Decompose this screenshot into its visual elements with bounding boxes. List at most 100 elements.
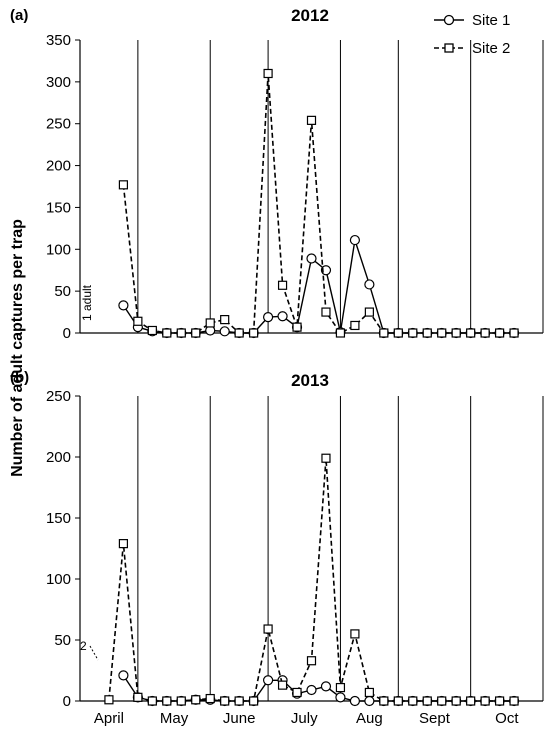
panel-a-letter: (a) — [10, 7, 28, 24]
series-2-point — [306, 656, 317, 666]
series-1-point — [306, 684, 317, 696]
series-2-point — [133, 316, 143, 326]
series-2-point — [263, 68, 273, 79]
panel-a: (a) 2012 0 50 100 150 200 250 300 350 1 adult — [10, 6, 544, 342]
series-2-point — [451, 696, 461, 706]
panel-b-annotation: 2 — [80, 639, 87, 653]
series-2-point — [277, 280, 288, 290]
annotation-leader — [89, 645, 99, 661]
legend-site1-marker — [443, 14, 455, 26]
series-2-point — [205, 318, 215, 328]
month-label-may: May — [160, 710, 189, 727]
series-2-point — [350, 629, 360, 639]
series-2-point — [234, 696, 244, 706]
series-2-point — [509, 696, 519, 706]
series-1-point — [349, 695, 361, 707]
series-2-point — [350, 320, 360, 331]
y-tick-label: 300 — [46, 74, 71, 91]
series-2-point — [494, 696, 505, 706]
y-tick-label: 50 — [54, 632, 71, 649]
series-2-point — [277, 680, 288, 690]
series-2-point — [480, 328, 490, 338]
legend-site1-label: Site 1 — [472, 12, 510, 29]
series-2-point — [393, 328, 403, 338]
series-2-point — [191, 328, 201, 338]
series-2-point — [162, 328, 172, 338]
series-1-point — [219, 326, 230, 337]
legend-site2-label: Site 2 — [472, 40, 510, 57]
series-2-point — [147, 696, 157, 706]
series-2-point — [249, 328, 259, 338]
series-line-2 — [122, 73, 515, 335]
series-2-point — [220, 696, 230, 706]
series-2-point — [292, 322, 302, 332]
series-2-point — [437, 328, 447, 338]
month-label-april: April — [94, 710, 124, 727]
panel-a-title: 2012 — [291, 6, 329, 25]
series-2-point — [306, 115, 317, 125]
y-tick-label: 100 — [46, 241, 71, 258]
series-line-1 — [122, 239, 515, 334]
series-2-point — [205, 693, 215, 704]
series-2-point — [263, 624, 273, 634]
series-2-point — [422, 328, 432, 338]
series-2-point — [466, 328, 476, 338]
series-2-point — [393, 696, 403, 706]
series-1-point — [306, 253, 317, 264]
series-1-point — [262, 311, 274, 323]
series-2-point — [494, 328, 505, 338]
series-2-point — [335, 328, 346, 338]
series-2-point — [422, 696, 432, 706]
series-2-point — [379, 696, 389, 706]
series-2-point — [379, 328, 389, 338]
series-2-point — [147, 325, 157, 336]
month-label-aug: Aug — [356, 710, 383, 727]
series-2-point — [162, 696, 172, 706]
series-1-point — [118, 670, 129, 681]
series-2-point — [321, 453, 331, 463]
series-2-point — [249, 696, 259, 706]
month-label-sept: Sept — [419, 710, 451, 727]
series-2-point — [118, 539, 129, 549]
legend-site2-marker — [444, 43, 454, 53]
series-2-point — [176, 328, 186, 338]
series-2-point — [466, 696, 476, 706]
series-2-point — [335, 682, 346, 693]
series-2-point — [480, 696, 490, 706]
y-tick-label: 250 — [46, 116, 71, 133]
series-2-point — [364, 307, 374, 317]
series-2-point — [234, 328, 244, 338]
panel-b-title: 2013 — [291, 371, 329, 390]
y-tick-label: 200 — [46, 449, 71, 466]
series-2-point — [104, 695, 114, 705]
series-2-point — [509, 328, 519, 338]
y-tick-label: 100 — [46, 571, 71, 588]
series-1-point — [118, 300, 129, 311]
y-tick-label: 0 — [63, 693, 71, 710]
y-axis-label: Number of adult captures per trap — [9, 219, 26, 477]
month-label-july: July — [291, 710, 318, 727]
series-2-point — [292, 687, 302, 698]
series-2-point — [451, 328, 461, 338]
y-tick-label: 200 — [46, 158, 71, 175]
series-2-point — [321, 307, 331, 317]
y-tick-label: 50 — [54, 283, 71, 300]
y-tick-label: 150 — [46, 199, 71, 216]
series-2-point — [118, 180, 129, 190]
month-label-june: June — [223, 710, 256, 727]
series-1-point — [364, 695, 375, 707]
y-tick-label: 350 — [46, 32, 71, 49]
series-2-point — [133, 692, 143, 702]
series-2-point — [408, 696, 418, 706]
series-1-point — [364, 279, 375, 290]
y-tick-label: 150 — [46, 510, 71, 527]
series-1-point — [277, 311, 288, 322]
series-2-point — [408, 328, 418, 338]
series-2-point — [437, 696, 447, 706]
series-1-point — [349, 234, 361, 246]
legend: Site 1 Site 2 — [434, 12, 510, 57]
y-tick-label: 250 — [46, 388, 71, 405]
series-1-point — [320, 681, 332, 692]
series-2-point — [220, 315, 230, 325]
